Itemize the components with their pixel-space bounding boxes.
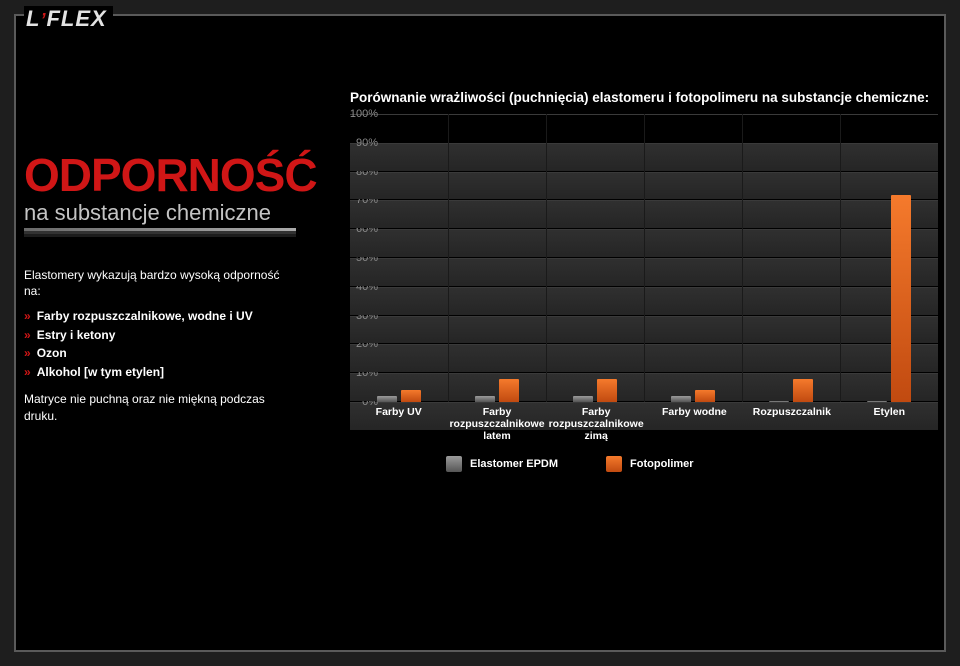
legend-label-foto: Fotopolimer xyxy=(630,458,694,470)
left-column: ODPORNOŚĆ na substancje chemiczne Elasto… xyxy=(24,154,296,424)
chart-bar-foto xyxy=(891,195,911,402)
legend-label-epdm: Elastomer EPDM xyxy=(470,458,558,470)
legend-item-foto: Fotopolimer xyxy=(606,456,694,472)
footnote-text: Matryce nie puchną oraz nie miękną podcz… xyxy=(24,391,296,423)
intro-text: Elastomery wykazują bardzo wysoką odporn… xyxy=(24,267,296,299)
chart-gridline xyxy=(350,402,938,403)
chart-bar-foto xyxy=(499,379,519,402)
logo-l: L xyxy=(26,6,40,31)
logo-flex: FLEX xyxy=(46,6,106,31)
legend-swatch-epdm xyxy=(446,456,462,472)
title-underline xyxy=(24,228,296,231)
chart-bar-foto xyxy=(793,379,813,402)
chart-bar-foto xyxy=(695,390,715,402)
bullet-item: Estry i ketony xyxy=(24,326,296,345)
chart-bar-foto xyxy=(597,379,617,402)
x-tick-label: Farby UV xyxy=(350,406,447,442)
x-tick-label: Etylen xyxy=(841,406,938,442)
chart-x-labels: Farby UVFarbyrozpuszczalnikowelatemFarby… xyxy=(350,406,938,442)
x-tick-label: Rozpuszczalnik xyxy=(743,406,840,442)
chart-bar-foto xyxy=(401,390,421,402)
bullet-list: Farby rozpuszczalnikowe, wodne i UVEstry… xyxy=(24,307,296,381)
y-tick-label: 100% xyxy=(324,108,378,120)
y-tick-label: 90% xyxy=(324,137,378,149)
chart-column-separator xyxy=(840,114,841,402)
page-title: ODPORNOŚĆ xyxy=(24,154,296,198)
chart-bar-epdm xyxy=(377,396,397,402)
bullet-item: Alkohol [w tym etylen] xyxy=(24,363,296,382)
chart-plot: 0%10%20%30%40%50%60%70%80%90%100% xyxy=(350,114,938,402)
x-tick-label: Farby wodne xyxy=(646,406,743,442)
chart-bar-epdm xyxy=(867,401,887,402)
chart-column-separator xyxy=(644,114,645,402)
chart-column-separator xyxy=(448,114,449,402)
main-frame: L’FLEX ODPORNOŚĆ na substancje chemiczne… xyxy=(14,14,946,652)
chart-column-separator xyxy=(742,114,743,402)
chart-column-separator xyxy=(546,114,547,402)
chart-bar-epdm xyxy=(573,396,593,402)
x-tick-label: Farbyrozpuszczalnikowezimą xyxy=(547,406,646,442)
bullet-item: Ozon xyxy=(24,344,296,363)
chart-bar-epdm xyxy=(475,396,495,402)
page-subtitle: na substancje chemiczne xyxy=(24,200,296,226)
x-tick-label: Farbyrozpuszczalnikowelatem xyxy=(447,406,546,442)
chart-bar-epdm xyxy=(769,401,789,402)
legend-swatch-foto xyxy=(606,456,622,472)
brand-logo: L’FLEX xyxy=(24,6,113,34)
legend-item-epdm: Elastomer EPDM xyxy=(446,456,558,472)
chart-bar-epdm xyxy=(671,396,691,402)
chart-title: Porównanie wrażliwości (puchnięcia) elas… xyxy=(350,90,944,105)
chart-legend: Elastomer EPDM Fotopolimer xyxy=(446,456,694,472)
bullet-item: Farby rozpuszczalnikowe, wodne i UV xyxy=(24,307,296,326)
